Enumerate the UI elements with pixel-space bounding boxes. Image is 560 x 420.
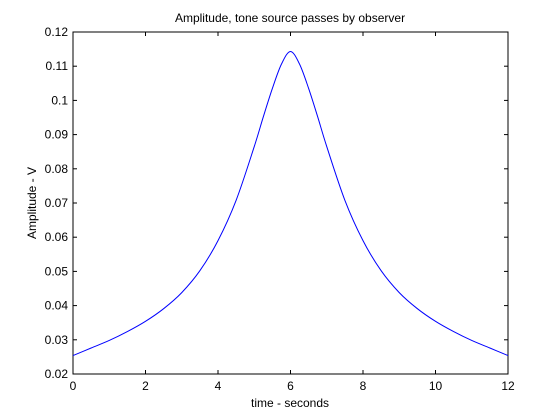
y-tick-label: 0.05 [45,264,69,278]
y-tick-label: 0.06 [45,230,69,244]
y-tick-label: 0.09 [45,128,69,142]
y-axis-ticks: 0.02 0.03 0.04 0.05 0.06 0.07 0.08 0.09 0.1 0.11 0… [45,25,508,381]
x-tick-label: 4 [215,379,222,393]
y-tick-label: 0.12 [45,25,69,39]
y-tick-label: 0.1 [51,93,68,107]
y-tick-label: 0.02 [45,367,69,381]
x-axis-label: time - seconds [251,396,329,410]
y-tick-label: 0.08 [45,162,69,176]
x-tick-label: 0 [70,379,77,393]
x-tick-label: 12 [501,379,515,393]
chart-title: Amplitude, tone source passes by observe… [175,11,405,25]
plot-frame [72,31,509,375]
series-layer [72,50,509,356]
y-tick-label: 0.03 [45,333,69,347]
y-tick-label: 0.04 [45,299,69,313]
y-tick-label: 0.07 [45,196,69,210]
x-tick-label: 10 [429,379,443,393]
x-tick-label: 8 [360,379,367,393]
x-tick-label: 6 [287,379,294,393]
series-line-0 [72,50,509,356]
y-axis-label: Amplitude - V [25,167,39,239]
y-tick-label: 0.11 [46,59,69,73]
x-tick-label: 2 [142,379,149,393]
x-axis-ticks: 0 2 4 6 8 10 12 [70,32,515,393]
